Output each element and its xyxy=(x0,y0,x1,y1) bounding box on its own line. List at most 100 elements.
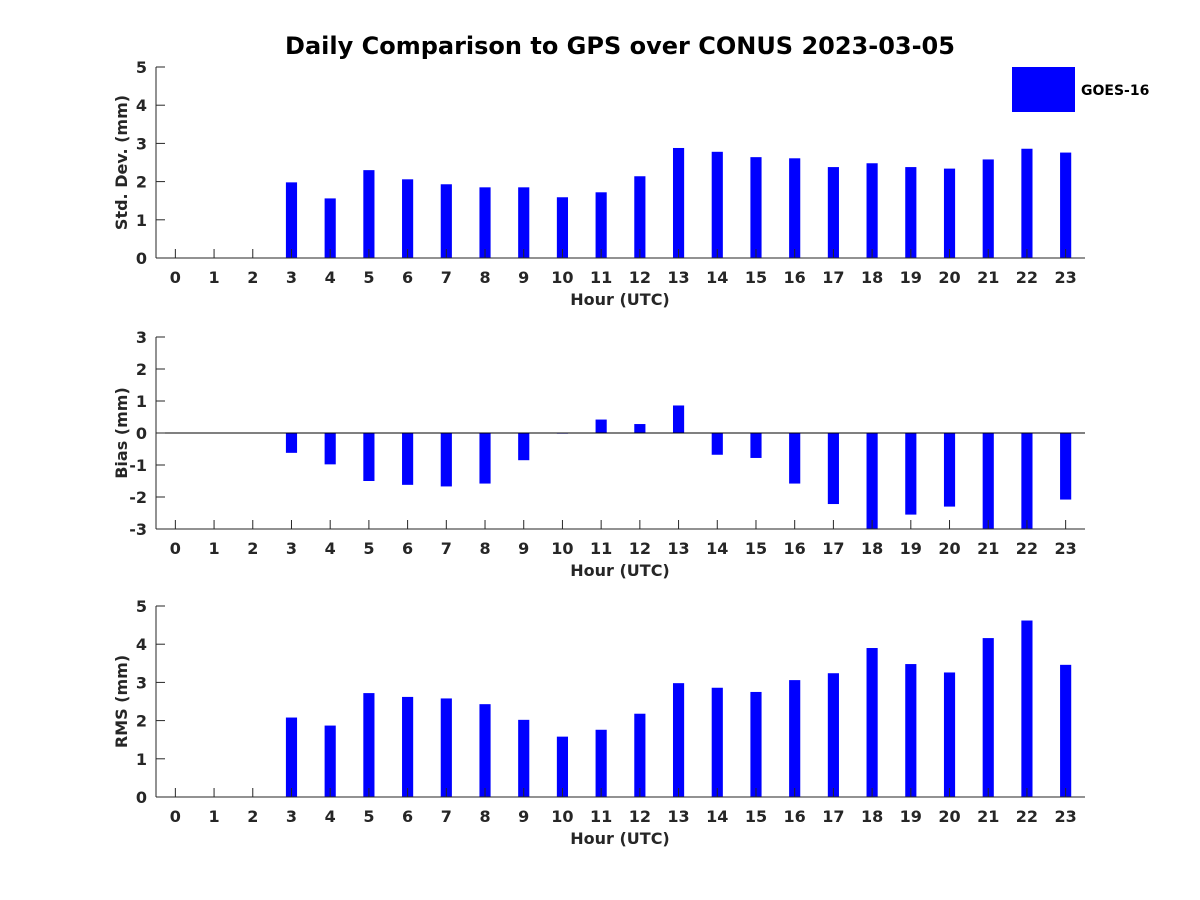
bias-x-tick-label-8: 8 xyxy=(479,539,490,558)
std-dev-x-tick-label-22: 22 xyxy=(1016,268,1038,287)
rms-bar-hour-16 xyxy=(789,680,801,797)
std-dev-x-tick-label-2: 2 xyxy=(247,268,258,287)
bias-bar-hour-14 xyxy=(711,433,723,455)
std-dev-x-tick-label-5: 5 xyxy=(363,268,374,287)
rms-y-tick-label-2: 2 xyxy=(136,712,147,731)
rms-bar-hour-17 xyxy=(827,673,839,797)
rms-bar-hour-23 xyxy=(1060,664,1072,797)
rms-x-tick-label-3: 3 xyxy=(286,807,297,826)
bias-y-tick-label-3: 3 xyxy=(136,328,147,347)
std-dev-x-tick-label-16: 16 xyxy=(784,268,806,287)
bias-x-tick-label-13: 13 xyxy=(667,539,689,558)
bias-x-tick-label-0: 0 xyxy=(170,539,181,558)
bias-x-tick-label-11: 11 xyxy=(590,539,612,558)
std-dev-bar-hour-17 xyxy=(827,167,839,258)
bias-bar-hour-21 xyxy=(982,433,994,529)
std-dev-x-tick-label-14: 14 xyxy=(706,268,728,287)
rms-bar-hour-13 xyxy=(672,683,685,797)
std-dev-y-tick-label-2: 2 xyxy=(136,173,147,192)
bias-bar-hour-11 xyxy=(595,419,607,433)
bias-bar-hour-4 xyxy=(324,433,336,465)
std-dev-y-tick-label-0: 0 xyxy=(136,249,147,268)
bias-x-tick-label-12: 12 xyxy=(629,539,651,558)
bias-x-tick-label-20: 20 xyxy=(938,539,960,558)
bias-bar-hour-7 xyxy=(440,433,452,487)
rms-bar-hour-5 xyxy=(363,693,375,797)
std-dev-bar-hour-16 xyxy=(789,158,801,258)
rms-x-tick-label-19: 19 xyxy=(900,807,922,826)
rms-bar-hour-18 xyxy=(866,648,878,797)
bias-x-tick-label-2: 2 xyxy=(247,539,258,558)
rms-x-tick-label-6: 6 xyxy=(402,807,413,826)
bias-bar-hour-18 xyxy=(866,433,878,529)
std-dev-x-tick-label-1: 1 xyxy=(208,268,219,287)
bias-x-tick-label-9: 9 xyxy=(518,539,529,558)
bias-bar-hour-9 xyxy=(518,433,530,461)
rms-bar-hour-11 xyxy=(595,729,607,797)
bias-x-tick-label-3: 3 xyxy=(286,539,297,558)
std-dev-x-tick-label-23: 23 xyxy=(1055,268,1077,287)
std-dev-x-tick-label-12: 12 xyxy=(629,268,651,287)
bias-bar-hour-6 xyxy=(402,433,414,485)
rms-x-tick-label-1: 1 xyxy=(208,807,219,826)
std-dev-x-tick-label-4: 4 xyxy=(325,268,336,287)
bias-bar-hour-3 xyxy=(285,433,298,453)
rms-x-tick-label-9: 9 xyxy=(518,807,529,826)
std-dev-x-tick-label-9: 9 xyxy=(518,268,529,287)
std-dev-y-tick-label-5: 5 xyxy=(136,58,147,77)
std-dev-x-tick-label-21: 21 xyxy=(977,268,999,287)
rms-bar-hour-12 xyxy=(634,713,646,797)
rms-bar-hour-6 xyxy=(402,696,414,797)
std-dev-bar-hour-14 xyxy=(711,151,723,258)
bias-x-axis-label: Hour (UTC) xyxy=(570,561,670,580)
std-dev-bar-hour-20 xyxy=(943,168,956,258)
bias-bar-hour-5 xyxy=(363,433,375,481)
rms-bar-hour-7 xyxy=(440,698,452,797)
bias-bar-hour-12 xyxy=(634,424,646,433)
std-dev-bar-hour-6 xyxy=(402,179,414,258)
rms-y-tick-label-0: 0 xyxy=(136,788,147,807)
bias-x-tick-label-7: 7 xyxy=(441,539,452,558)
bias-bar-hour-15 xyxy=(750,433,762,458)
rms-bar-hour-15 xyxy=(750,691,762,797)
std-dev-x-tick-label-15: 15 xyxy=(745,268,767,287)
std-dev-x-tick-label-13: 13 xyxy=(667,268,689,287)
legend-swatch-goes-16 xyxy=(1012,67,1075,112)
rms-bar-hour-4 xyxy=(324,725,336,797)
std-dev-bar-hour-23 xyxy=(1060,152,1072,258)
rms-x-tick-label-10: 10 xyxy=(551,807,573,826)
bias-bar-hour-20 xyxy=(943,433,956,507)
std-dev-bar-hour-18 xyxy=(866,163,878,258)
bias-x-tick-label-18: 18 xyxy=(861,539,883,558)
std-dev-bar-hour-10 xyxy=(556,197,569,258)
rms-y-tick-label-1: 1 xyxy=(136,750,147,769)
rms-bar-hour-8 xyxy=(479,704,491,797)
std-dev-x-tick-label-11: 11 xyxy=(590,268,612,287)
bias-y-axis-label: Bias (mm) xyxy=(112,387,131,479)
legend-label-goes-16: GOES-16 xyxy=(1081,83,1149,99)
rms-bar-hour-14 xyxy=(711,687,723,797)
std-dev-bar-hour-9 xyxy=(518,187,530,258)
bias-x-tick-label-19: 19 xyxy=(900,539,922,558)
std-dev-bar-hour-3 xyxy=(285,182,298,258)
std-dev-bar-hour-21 xyxy=(982,159,994,258)
std-dev-y-tick-label-3: 3 xyxy=(136,134,147,153)
bias-x-tick-label-23: 23 xyxy=(1055,539,1077,558)
bias-x-tick-label-22: 22 xyxy=(1016,539,1038,558)
std-dev-y-tick-label-1: 1 xyxy=(136,211,147,230)
bias-x-tick-label-1: 1 xyxy=(208,539,219,558)
std-dev-panel: 0 1 2 3 4 5 6 7 8 9 10 11 12 13 14 15 16 17 18 19 20 21 22 2301… xyxy=(112,58,1085,309)
rms-x-tick-label-5: 5 xyxy=(363,807,374,826)
std-dev-y-tick-label-4: 4 xyxy=(136,96,147,115)
std-dev-x-tick-label-8: 8 xyxy=(479,268,490,287)
rms-x-tick-label-2: 2 xyxy=(247,807,258,826)
rms-y-axis-label: RMS (mm) xyxy=(112,655,131,748)
bias-y-tick-label-1: 1 xyxy=(136,392,147,411)
rms-x-tick-label-0: 0 xyxy=(170,807,181,826)
rms-bar-hour-10 xyxy=(556,736,569,797)
std-dev-bar-hour-19 xyxy=(905,167,917,258)
rms-y-tick-label-4: 4 xyxy=(136,635,147,654)
std-dev-bar-hour-5 xyxy=(363,170,375,258)
rms-bar-hour-20 xyxy=(943,672,956,797)
std-dev-x-tick-label-6: 6 xyxy=(402,268,413,287)
